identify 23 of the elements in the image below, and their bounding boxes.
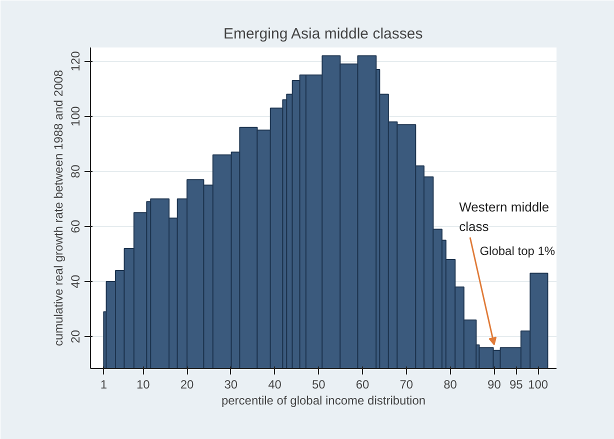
y-tick-label: 80	[68, 164, 82, 178]
annotation: Global top 1%	[480, 244, 556, 258]
x-tick-label: 95	[509, 378, 524, 392]
x-tick-label: 40	[268, 378, 282, 392]
x-tick-label: 10	[136, 378, 150, 392]
x-tick-label: 80	[444, 378, 458, 392]
y-tick-label: 60	[68, 219, 82, 234]
x-tick-label: 100	[528, 378, 548, 392]
x-tick-label: 50	[312, 378, 326, 392]
y-axis-title: cumulative real growth rate between 1988 and 2008	[52, 70, 66, 346]
y-tick-label: 20	[68, 330, 82, 344]
x-tick-label: 30	[224, 378, 238, 392]
chart-title: Emerging Asia middle classes	[223, 26, 423, 42]
y-tick-label: 40	[68, 274, 82, 288]
x-tick-label: 20	[180, 378, 194, 392]
x-tick-label: 70	[400, 378, 414, 392]
y-tick-label: 120	[68, 50, 82, 72]
annotation: Western middle class	[459, 200, 550, 234]
x-axis-title: percentile of global income distribution	[221, 394, 426, 408]
x-tick-label: 90	[488, 378, 502, 392]
x-tick-label: 1	[100, 378, 108, 392]
x-tick-label: 60	[356, 378, 370, 392]
y-tick-label: 100	[68, 106, 82, 126]
